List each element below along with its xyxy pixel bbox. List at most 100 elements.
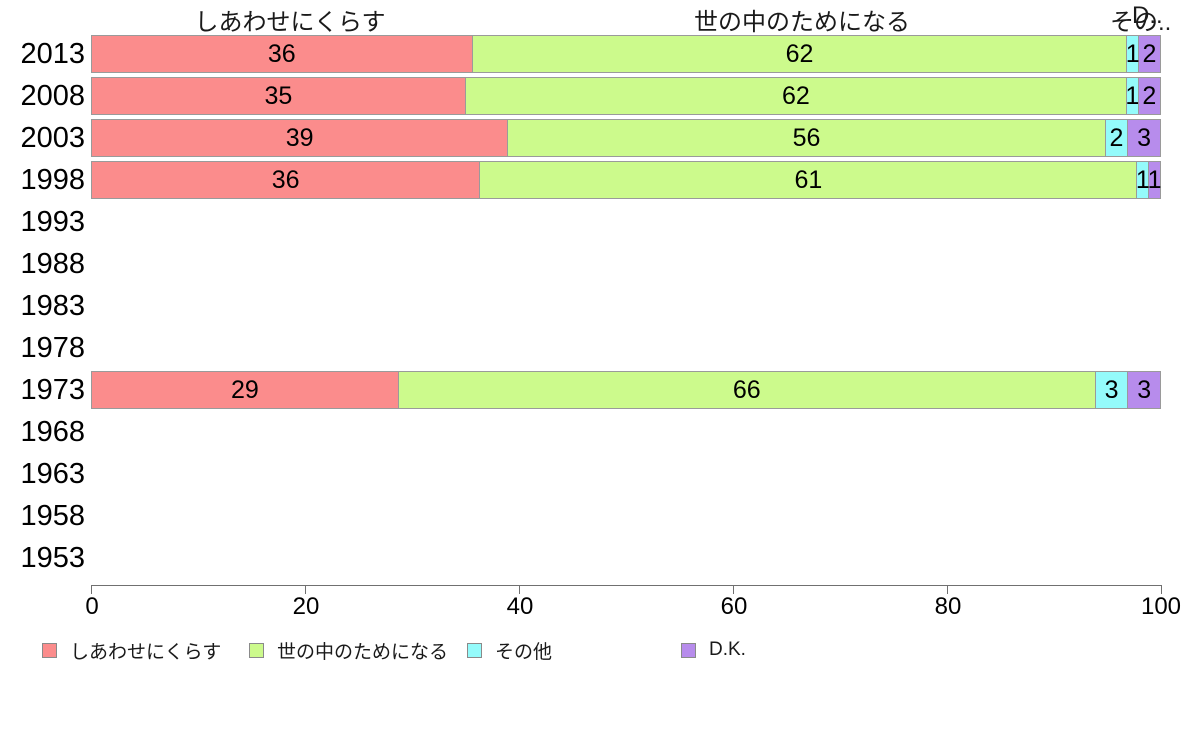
bar-value-label: 1 [1135,165,1150,194]
bar-segment-sonota: 2 [1104,119,1129,157]
legend-label-sonota: その他 [495,641,553,663]
legend-item-yononaka: 世の中のためになる [249,640,448,663]
column-header-yononaka: 世の中のためになる [694,9,910,36]
y-axis-label: 1958 [20,500,85,532]
bar-value-label: 1 [1147,165,1162,194]
bar-value-label: 56 [792,123,821,152]
bar-segment-yononaka: 66 [397,371,1096,409]
x-axis-tick-label: 40 [506,593,534,620]
chart-row: 2003 39 56 2 3 [0,117,1188,159]
y-axis-label: 1983 [20,290,85,322]
bar-segment-sonota: 3 [1094,371,1129,409]
bar-segment-sonota: 1 [1125,77,1140,115]
y-axis-label: 1963 [20,458,85,490]
legend-label-yononaka: 世の中のためになる [277,641,449,663]
x-axis-tick-label: 80 [934,593,962,620]
bar-track: 35 62 1 2 [91,77,1161,115]
bar-segment-shiawase: 36 [91,35,473,73]
bar-value-label: 62 [781,81,810,110]
bar-segment-shiawase: 39 [91,119,509,157]
bar-value-label: 36 [271,165,300,194]
bar-segment-shiawase: 36 [91,161,481,199]
x-axis-tick [1161,585,1162,594]
chart-row: 1958 [0,495,1188,537]
bar-value-label: 61 [794,165,823,194]
bar-segment-sonota: 1 [1125,35,1140,73]
chart-row: 1978 [0,327,1188,369]
x-axis-line [91,585,1162,586]
column-header-shiawase: しあわせにくらす [194,9,386,36]
chart-row: 1953 [0,537,1188,579]
bar-value-label: 2 [1142,81,1157,110]
legend-swatch-yononaka [249,642,264,658]
bar-segment-dk: 1 [1147,161,1162,199]
x-axis-tick [519,585,520,594]
chart-row: 1968 [0,411,1188,453]
legend-label-dk: D.K. [709,639,746,660]
y-axis-label: 1973 [20,374,85,406]
x-axis-tick-label: 60 [720,593,748,620]
bar-segment-yononaka: 56 [507,119,1106,157]
chart-row: 1998 36 61 1 1 [0,159,1188,201]
bar-value-label: 3 [1137,375,1152,404]
y-axis-label: 1953 [20,542,85,574]
bar-segment-sonota: 1 [1135,161,1150,199]
y-axis-label: 2003 [20,122,85,154]
bar-track: 36 61 1 1 [91,161,1162,199]
chart-row: 1963 [0,453,1188,495]
x-axis-tick [947,585,948,594]
bar-segment-shiawase: 29 [91,371,399,409]
bar-value-label: 66 [732,375,761,404]
bar-segment-yononaka: 62 [464,77,1128,115]
legend-item-dk: D.K. [681,639,746,660]
bar-value-label: 29 [230,375,259,404]
legend-item-sonota: その他 [467,640,552,663]
bar-value-label: 3 [1137,123,1151,152]
y-axis-label: 1998 [20,164,85,196]
bar-track: 39 56 2 3 [91,119,1161,157]
chart-row: 1973 29 66 3 3 [0,369,1188,411]
bar-value-label: 36 [267,39,296,68]
x-axis-tick-label: 100 [1140,593,1182,620]
bar-segment-yononaka: 61 [479,161,1138,199]
chart-row: 1988 [0,243,1188,285]
bar-value-label: 1 [1125,81,1140,110]
bar-track: 29 66 3 3 [91,371,1162,409]
chart-rows: 2013 36 62 1 2 2008 35 62 1 2 2003 39 56… [0,33,1188,579]
y-axis-label: 1968 [20,416,85,448]
y-axis-label: 1993 [20,206,85,238]
legend-item-shiawase: しあわせにくらす [42,640,221,663]
bar-value-label: 62 [785,39,814,68]
chart-row: 1983 [0,285,1188,327]
column-header-dk-truncated: D.. [1132,2,1163,29]
bar-value-label: 2 [1109,123,1124,152]
legend-swatch-sonota [467,642,482,658]
bar-value-label: 39 [285,123,314,152]
legend-swatch-shiawase [42,642,57,658]
x-axis-tick [733,585,734,594]
chart-row: 2008 35 62 1 2 [0,75,1188,117]
bar-value-label: 35 [264,81,293,110]
chart-row: 2013 36 62 1 2 [0,33,1188,75]
bar-segment-dk: 2 [1137,35,1162,73]
y-axis-label: 1978 [20,332,85,364]
x-axis-tick [305,585,306,594]
x-axis-tick-label: 20 [292,593,320,620]
chart-row: 1993 [0,201,1188,243]
column-header-sonota-truncated: その.. [1110,9,1172,36]
x-axis-tick [91,585,92,594]
bar-segment-dk: 2 [1137,77,1161,115]
bar-segment-dk: 3 [1127,371,1162,409]
y-axis-label: 1988 [20,248,85,280]
legend-swatch-dk [681,642,696,658]
y-axis-label: 2008 [20,80,85,112]
bar-track: 36 62 1 2 [91,35,1162,73]
legend-label-shiawase: しあわせにくらす [70,641,222,663]
y-axis-label: 2013 [20,38,85,70]
bar-segment-dk: 3 [1127,119,1161,157]
bar-segment-shiawase: 35 [91,77,466,115]
bar-segment-yononaka: 62 [471,35,1128,73]
x-axis-tick-label: 0 [85,593,99,620]
bar-value-label: 1 [1125,39,1140,68]
